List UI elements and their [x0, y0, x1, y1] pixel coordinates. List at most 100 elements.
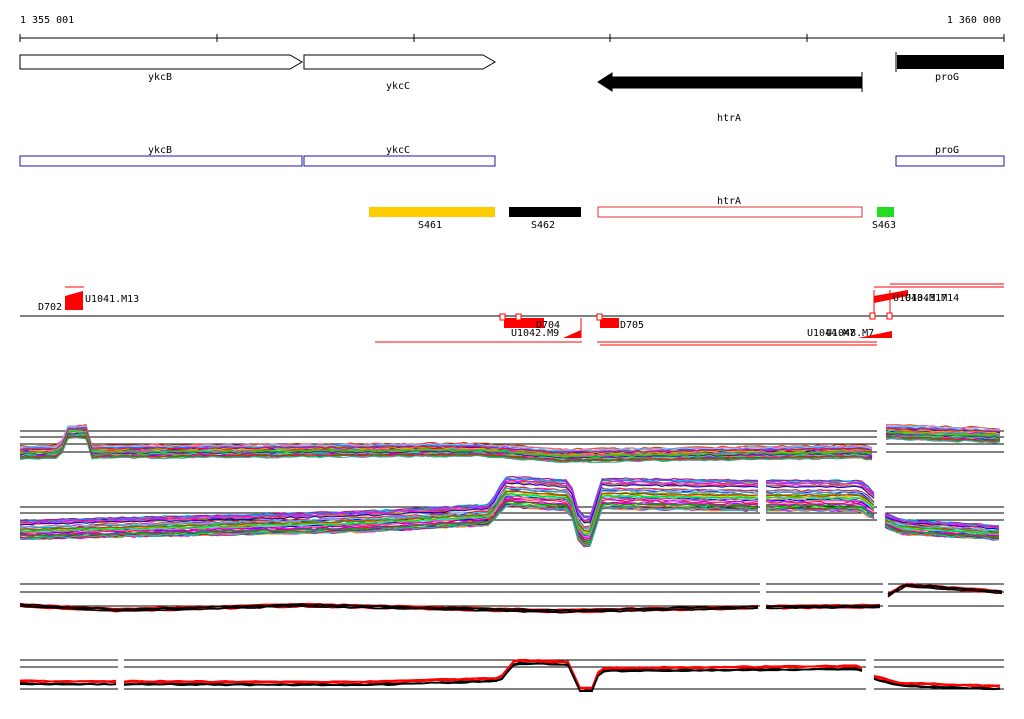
expression-trace	[19, 479, 759, 524]
feature-label-U1048-M7: U1048.M7	[826, 328, 874, 339]
cds-box-ykcC[interactable]	[303, 155, 496, 167]
expression-trace	[766, 604, 881, 608]
expression-trace	[765, 482, 875, 497]
feature-U1042-M9[interactable]	[563, 330, 581, 338]
expression-trace	[885, 435, 1001, 441]
feature-label-U1044-M7: U1044.M7	[807, 328, 855, 339]
segment-S462[interactable]	[509, 207, 581, 217]
expression-trace	[885, 437, 1001, 444]
expression-trace	[765, 491, 875, 504]
expression-trace	[19, 430, 873, 458]
expression-trace	[19, 680, 117, 684]
expression-trace	[765, 507, 875, 518]
coordinate-ruler: 1 355 001 1 360 000	[19, 15, 1005, 42]
end-coordinate-label: 1 360 000	[947, 15, 1001, 26]
expression-trace	[765, 479, 875, 494]
expression-trace	[19, 427, 873, 454]
gene-ykcB[interactable]: ykcB	[19, 54, 303, 83]
segment-label-htrA: htrA	[717, 196, 741, 207]
feature-label-D702: D702	[38, 302, 62, 313]
expression-trace	[765, 490, 875, 504]
expression-trace	[19, 605, 759, 614]
expression-trace	[765, 488, 875, 503]
gene-arrow-ykcC[interactable]	[303, 54, 496, 70]
expression-trace	[19, 679, 116, 683]
expression-trace	[885, 427, 1001, 433]
cds-box-ykcB[interactable]	[19, 155, 303, 167]
expression-trace	[19, 425, 873, 452]
expression-trace	[765, 498, 875, 512]
feature-label-U1042-M9: U1042.M9	[511, 328, 559, 339]
gene-arrow-ykcB[interactable]	[19, 54, 303, 70]
gene-htrA[interactable]: htrA	[597, 72, 863, 124]
expression-trace	[19, 482, 759, 526]
expression-trace	[884, 524, 1000, 538]
gene-label-proG: proG	[935, 72, 959, 83]
expression-trace	[887, 585, 1003, 598]
expression-trace	[123, 660, 863, 690]
expression-trace	[19, 499, 759, 542]
gene-proG[interactable]: proG	[895, 52, 1004, 83]
expression-trace	[19, 493, 759, 535]
expression-trace	[765, 509, 875, 519]
feature-label-U1041-M13: U1041.M13	[85, 294, 139, 305]
expression-trace	[765, 480, 875, 496]
gene-ykcC[interactable]: ykcC	[303, 54, 496, 92]
feature-mark	[886, 312, 893, 320]
expression-trace	[19, 500, 759, 544]
segment-track: S461 S462 htrA S463	[369, 196, 896, 231]
feature-D704[interactable]	[504, 318, 544, 328]
cds-label-proG: proG	[935, 145, 959, 156]
feature-U1044-M7[interactable]	[858, 331, 892, 338]
cds-track: ykcB ykcC proG	[19, 145, 1005, 167]
expression-trace	[884, 525, 1000, 541]
expression-trace	[765, 485, 875, 499]
feature-mark	[499, 313, 506, 321]
expression-trace	[123, 658, 863, 689]
expression-trace	[19, 424, 873, 451]
feature-D705[interactable]	[600, 318, 619, 328]
expression-trace	[766, 493, 875, 506]
segment-htrA[interactable]	[597, 206, 863, 218]
expression-panel-4	[19, 658, 1004, 693]
expression-trace	[19, 435, 873, 462]
expression-trace	[19, 436, 873, 464]
segment-S461[interactable]	[369, 207, 495, 217]
feature-mark	[515, 313, 522, 321]
gene-track: ykcB ykcC htrA proG	[19, 52, 1004, 124]
cds-label-ykcB: ykcB	[148, 145, 172, 156]
expression-trace	[885, 427, 1001, 433]
expression-trace	[765, 496, 875, 510]
expression-trace	[884, 521, 1000, 535]
feature-U1043-M17[interactable]	[874, 290, 908, 303]
expression-trace	[19, 478, 759, 523]
start-coordinate-label: 1 355 001	[20, 15, 74, 26]
gene-arrow-htrA[interactable]	[597, 72, 863, 92]
gene-label-htrA: htrA	[717, 113, 741, 124]
expression-trace	[884, 523, 1000, 538]
feature-U1041-M13[interactable]	[65, 291, 83, 310]
expression-trace	[19, 603, 759, 612]
feature-label-U1043-M17: U1043.M17	[893, 293, 947, 304]
expression-trace	[19, 487, 759, 529]
expression-trace	[766, 496, 875, 510]
expression-trace	[885, 423, 1001, 430]
expression-trace	[873, 675, 1001, 687]
expression-panel-1	[19, 423, 1004, 464]
expression-trace	[887, 584, 1003, 595]
feature-mark	[596, 313, 603, 321]
expression-trace	[765, 504, 875, 516]
expression-trace	[873, 678, 1001, 690]
segment-S463[interactable]	[877, 207, 894, 217]
cds-box-proG[interactable]	[895, 155, 1005, 167]
expression-trace	[765, 603, 881, 607]
expression-trace	[765, 493, 875, 506]
expression-trace	[19, 506, 759, 548]
expression-trace	[19, 682, 117, 686]
cds-label-ykcC: ykcC	[386, 145, 410, 156]
expression-trace	[19, 487, 759, 530]
gene-arrow-proG[interactable]	[897, 55, 1004, 69]
feature-track: U1041.M13 D702 U1043.M17 U1043.M14 D704 …	[20, 283, 1004, 346]
